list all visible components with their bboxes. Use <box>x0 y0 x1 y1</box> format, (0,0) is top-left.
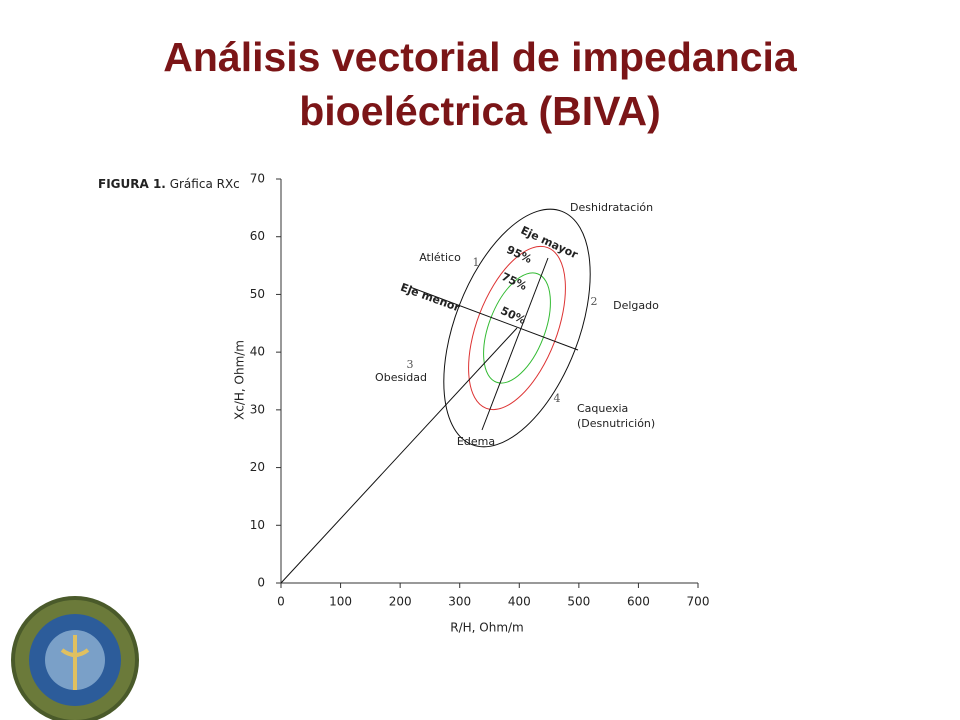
annotation: 95% <box>505 243 534 266</box>
annotation: Eje menor <box>399 281 463 315</box>
x-tick-label: 0 <box>277 595 285 609</box>
y-tick-label: 70 <box>250 172 265 186</box>
title-line: bioeléctrica (BIVA) <box>299 88 661 134</box>
figure-label: FIGURA 1. Gráfica RXc <box>98 177 240 191</box>
annotation: Deshidratación <box>570 201 653 214</box>
title-line: Análisis vectorial de impedancia <box>163 34 797 80</box>
x-tick-label: 300 <box>448 595 471 609</box>
figure-number: FIGURA 1. <box>98 177 166 191</box>
y-tick-label: 20 <box>250 460 265 474</box>
x-tick-label: 600 <box>627 595 650 609</box>
slide-title: Análisis vectorial de impedancia bioeléc… <box>0 30 960 138</box>
x-tick-label: 100 <box>329 595 352 609</box>
annotation: Atlético <box>419 251 461 264</box>
x-tick-label: 500 <box>567 595 590 609</box>
y-tick-label: 30 <box>250 402 265 416</box>
ellipse-95 <box>468 245 566 411</box>
annotation: Edema <box>457 435 495 448</box>
figure-caption: Gráfica RXc <box>170 177 240 191</box>
x-tick-label: 700 <box>687 595 710 609</box>
y-axis-label: Xc/H, Ohm/m <box>233 340 247 420</box>
y-tick-label: 40 <box>250 345 265 359</box>
x-tick-label: 200 <box>389 595 412 609</box>
annotation: Obesidad <box>375 371 427 384</box>
annotation: 1 <box>473 256 480 269</box>
x-tick-label: 400 <box>508 595 531 609</box>
annotation: 75% <box>500 270 529 293</box>
ellipse-75 <box>483 272 551 384</box>
minor-axis <box>409 286 579 351</box>
vector-line <box>280 327 518 584</box>
annotation: (Desnutrición) <box>577 417 655 430</box>
major-axis <box>481 257 549 431</box>
annotation: Delgado <box>613 299 659 312</box>
x-axis-label: R/H, Ohm/m <box>450 621 524 635</box>
y-tick-label: 0 <box>257 576 265 590</box>
annotation: 4 <box>554 392 561 405</box>
logo <box>11 596 139 720</box>
y-tick-label: 50 <box>250 287 265 301</box>
annotation: 3 <box>407 358 414 371</box>
y-tick-label: 60 <box>250 229 265 243</box>
annotation: 50% <box>499 304 528 327</box>
annotation: 2 <box>591 295 598 308</box>
y-tick-label: 10 <box>250 518 265 532</box>
annotation: Caquexia <box>577 402 628 415</box>
